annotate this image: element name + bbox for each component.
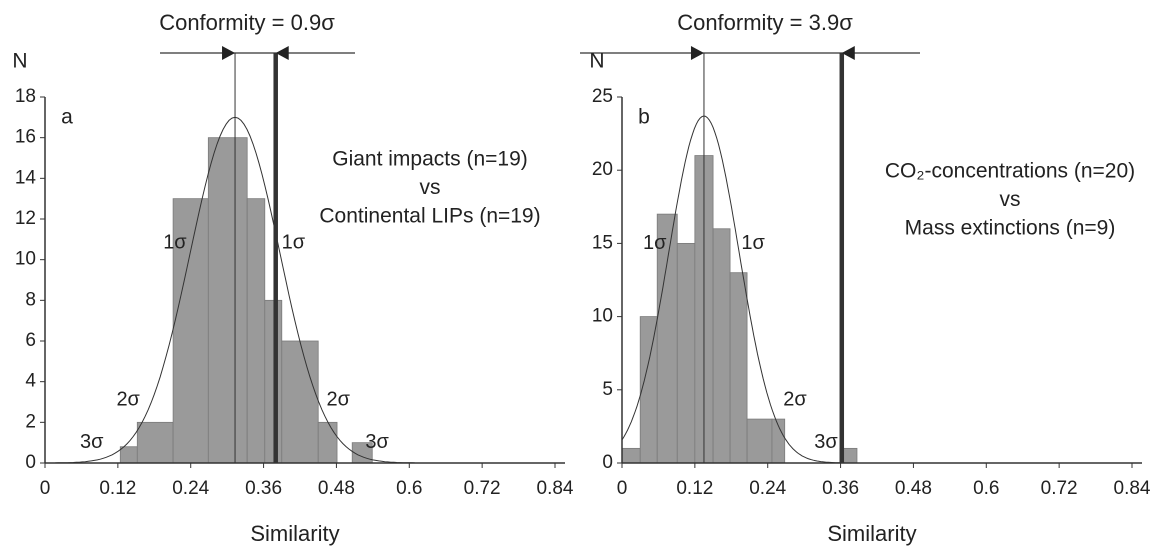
y-tick-label: 10 — [15, 249, 36, 270]
y-tick-label: 0 — [602, 452, 613, 473]
x-tick-label: 0.72 — [464, 478, 501, 499]
y-axis-label: N — [589, 50, 604, 73]
sigma-label: 2σ — [116, 388, 140, 410]
sigma-label: 1σ — [282, 232, 306, 254]
sigma-label: 1σ — [741, 232, 765, 254]
arrow-head — [841, 46, 855, 60]
x-tick-label: 0.36 — [245, 478, 282, 499]
y-axis-label: N — [12, 50, 27, 73]
chart-title: Conformity = 3.9σ — [677, 10, 853, 35]
sigma-label: 2σ — [783, 389, 807, 411]
bar — [119, 446, 138, 464]
bar — [621, 447, 641, 464]
x-axis-label: Similarity — [827, 521, 916, 546]
sigma-label: 2σ — [327, 388, 351, 410]
y-tick-label: 15 — [592, 232, 613, 253]
y-tick-label: 5 — [602, 379, 613, 400]
x-tick-label: 0.12 — [676, 478, 713, 499]
x-tick-label: 0.12 — [99, 478, 136, 499]
arrow-head — [275, 46, 289, 60]
legend-text: Continental LIPs (n=19) — [319, 205, 540, 228]
bar — [639, 316, 658, 464]
bar — [136, 421, 174, 464]
x-tick-label: 0 — [40, 478, 51, 499]
panel-label: a — [61, 106, 73, 129]
y-tick-label: 2 — [25, 411, 36, 432]
x-tick-label: 0.48 — [895, 478, 932, 499]
y-tick-label: 18 — [15, 86, 36, 107]
y-tick-label: 10 — [592, 306, 613, 327]
bar — [712, 228, 731, 464]
legend-text: CO₂-concentrations (n=20) — [885, 160, 1135, 183]
arrow-head — [690, 46, 704, 60]
x-tick-label: 0.84 — [537, 478, 574, 499]
bar — [172, 198, 209, 464]
legend-text: vs — [1000, 188, 1021, 211]
sigma-label: 1σ — [163, 232, 187, 254]
y-tick-label: 4 — [25, 371, 36, 392]
x-tick-label: 0.36 — [822, 478, 859, 499]
arrow-head — [222, 46, 236, 60]
bar — [207, 137, 248, 464]
y-tick-label: 20 — [592, 159, 613, 180]
x-tick-label: 0.24 — [749, 478, 786, 499]
y-tick-label: 0 — [25, 452, 36, 473]
y-tick-label: 16 — [15, 127, 36, 148]
y-tick-label: 12 — [15, 208, 36, 229]
x-tick-label: 0.48 — [318, 478, 355, 499]
x-tick-label: 0.6 — [973, 478, 999, 499]
y-tick-label: 25 — [592, 86, 613, 107]
x-tick-label: 0.6 — [396, 478, 422, 499]
x-axis-label: Similarity — [250, 521, 339, 546]
y-tick-label: 6 — [25, 330, 36, 351]
sigma-label: 3σ — [365, 431, 389, 453]
normal-curve — [621, 115, 845, 464]
bar — [746, 418, 773, 464]
y-tick-label: 8 — [25, 289, 36, 310]
bar — [264, 299, 283, 464]
sigma-label: 3σ — [814, 431, 838, 453]
x-tick-label: 0 — [617, 478, 628, 499]
x-tick-label: 0.72 — [1041, 478, 1078, 499]
x-tick-label: 0.84 — [1114, 478, 1151, 499]
legend-text: Mass extinctions (n=9) — [905, 217, 1116, 240]
bar — [676, 242, 696, 464]
bar — [246, 198, 266, 464]
panel-label: b — [638, 106, 650, 129]
legend-text: vs — [420, 176, 441, 199]
x-tick-label: 0.24 — [172, 478, 209, 499]
y-tick-label: 14 — [15, 167, 37, 188]
sigma-label: 3σ — [80, 431, 104, 453]
sigma-label: 1σ — [643, 232, 667, 254]
bar — [281, 340, 319, 464]
bar — [317, 421, 338, 464]
bar — [729, 272, 748, 464]
chart-title: Conformity = 0.9σ — [159, 10, 335, 35]
legend-text: Giant impacts (n=19) — [332, 148, 528, 171]
